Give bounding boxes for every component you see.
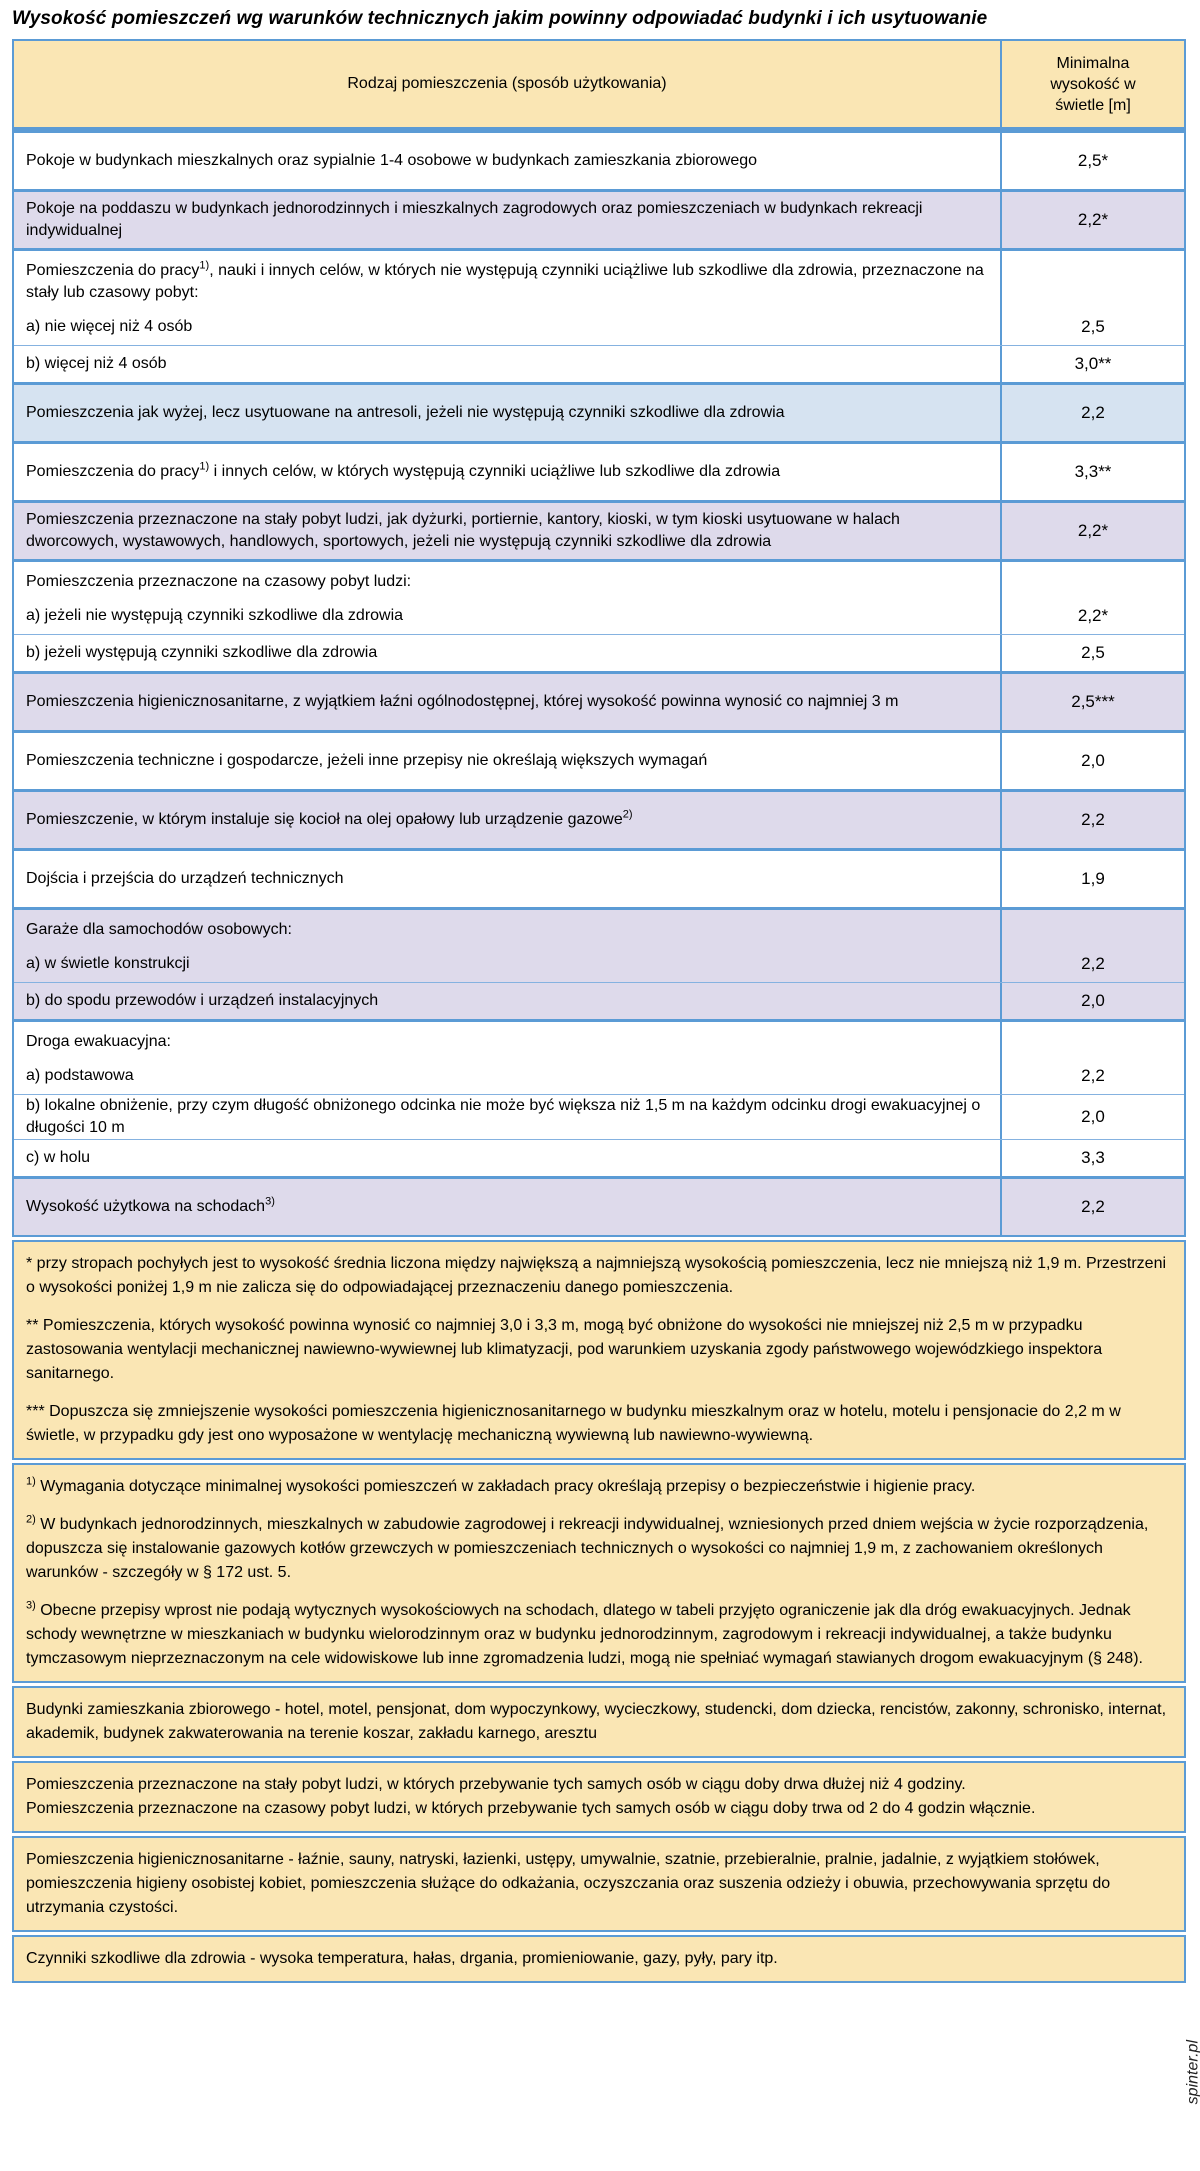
room-type-cell: Pomieszczenia techniczne i gospodarcze, …: [26, 752, 708, 769]
min-height-cell: 2,2: [1000, 385, 1184, 441]
table-row: a) jeżeli nie występują czynniki szkodli…: [14, 598, 1184, 634]
footnote-asterisk-1: * przy stropach pochyłych jest to wysoko…: [26, 1255, 1167, 1296]
table-row: Droga ewakuacyjna:: [14, 1019, 1184, 1058]
room-type-cell: Pomieszczenia do pracy1) i innych celów,…: [26, 460, 781, 480]
room-type-cell: Pomieszczenia przeznaczone na czasowy po…: [26, 573, 412, 590]
room-type-cell: Droga ewakuacyjna:: [26, 1033, 171, 1050]
min-height-cell: 2,2*: [1000, 503, 1184, 559]
room-type-cell: Pomieszczenia przeznaczone na stały poby…: [26, 511, 900, 550]
definition-harmful-factors: Czynniki szkodliwe dla zdrowia - wysoka …: [12, 1935, 1186, 1983]
table-row: Pokoje w budynkach mieszkalnych oraz syp…: [14, 133, 1184, 189]
footnote-box-numbered: 1) Wymagania dotyczące minimalnej wysoko…: [12, 1463, 1186, 1683]
table-row: Pomieszczenia przeznaczone na czasowy po…: [14, 559, 1184, 598]
footnote-3: 3) Obecne przepisy wprost nie podają wyt…: [26, 1599, 1143, 1667]
room-type-cell: a) jeżeli nie występują czynniki szkodli…: [26, 607, 404, 624]
table-row: Pomieszczenia do pracy1) i innych celów,…: [14, 441, 1184, 500]
min-height-cell: 2,2: [1000, 946, 1184, 982]
table-row: Pokoje na poddaszu w budynkach jednorodz…: [14, 189, 1184, 248]
table-row: c) w holu 3,3: [14, 1139, 1184, 1176]
min-height-cell: 3,3**: [1000, 444, 1184, 500]
min-height-cell: 2,5*: [1000, 133, 1184, 189]
table-row: Pomieszczenia przeznaczone na stały poby…: [14, 500, 1184, 559]
table-row: Wysokość użytkowa na schodach3) 2,2: [14, 1176, 1184, 1235]
min-height-cell: [1000, 910, 1184, 946]
table-row: b) więcej niż 4 osób 3,0**: [14, 345, 1184, 382]
min-height-cell: 1,9: [1000, 851, 1184, 907]
room-type-cell: Garaże dla samochodów osobowych:: [26, 921, 292, 938]
table-row: b) do spodu przewodów i urządzeń instala…: [14, 982, 1184, 1019]
definition-stay-types: Pomieszczenia przeznaczone na stały poby…: [12, 1761, 1186, 1833]
min-height-cell: 3,0**: [1000, 346, 1184, 382]
footnote-asterisk-2: ** Pomieszczenia, których wysokość powin…: [26, 1317, 1103, 1382]
room-type-cell: Pokoje na poddaszu w budynkach jednorodz…: [26, 200, 923, 239]
table-row: a) podstawowa 2,2: [14, 1058, 1184, 1094]
table-row: Garaże dla samochodów osobowych:: [14, 907, 1184, 946]
min-height-cell: 2,2*: [1000, 192, 1184, 248]
min-height-cell: 3,3: [1000, 1140, 1184, 1176]
footnote-2: 2) W budynkach jednorodzinnych, mieszkal…: [26, 1513, 1149, 1581]
min-height-cell: 2,5: [1000, 309, 1184, 345]
table-header-row: Rodzaj pomieszczenia (sposób użytkowania…: [14, 41, 1184, 133]
room-type-cell: b) więcej niż 4 osób: [26, 355, 167, 372]
table-row: Pomieszczenia jak wyżej, lecz usytuowane…: [14, 382, 1184, 441]
room-type-cell: c) w holu: [26, 1149, 91, 1166]
definition-sanitary-rooms: Pomieszczenia higienicznosanitarne - łaź…: [12, 1836, 1186, 1932]
main-table: Rodzaj pomieszczenia (sposób użytkowania…: [12, 39, 1186, 1237]
min-height-cell: 2,5***: [1000, 674, 1184, 730]
definition-collective-buildings: Budynki zamieszkania zbiorowego - hotel,…: [12, 1686, 1186, 1758]
table-row: b) jeżeli występują czynniki szkodliwe d…: [14, 634, 1184, 671]
min-height-cell: 2,5: [1000, 635, 1184, 671]
min-height-cell: [1000, 562, 1184, 598]
room-type-cell: Pomieszczenia jak wyżej, lecz usytuowane…: [26, 404, 785, 421]
min-height-cell: 2,2: [1000, 792, 1184, 848]
footnote-box-asterisks: * przy stropach pochyłych jest to wysoko…: [12, 1240, 1186, 1460]
room-type-cell: b) lokalne obniżenie, przy czym długość …: [26, 1097, 981, 1136]
page-title: Wysokość pomieszczeń wg warunków technic…: [12, 8, 988, 29]
room-type-cell: Pomieszczenie, w którym instaluje się ko…: [26, 808, 633, 828]
room-type-cell: b) jeżeli występują czynniki szkodliwe d…: [26, 644, 378, 661]
room-type-cell: a) podstawowa: [26, 1067, 134, 1084]
room-type-cell: Pomieszczenia higienicznosanitarne, z wy…: [26, 693, 899, 710]
header-room-type: Rodzaj pomieszczenia (sposób użytkowania…: [347, 75, 667, 92]
page: Wysokość pomieszczeń wg warunków technic…: [12, 8, 1186, 1983]
table-row: Pomieszczenia do pracy1), nauki i innych…: [14, 248, 1184, 309]
table-row: a) nie więcej niż 4 osób 2,5: [14, 309, 1184, 345]
table-row: Pomieszczenie, w którym instaluje się ko…: [14, 789, 1184, 848]
min-height-cell: [1000, 251, 1184, 309]
table-row: Pomieszczenia higienicznosanitarne, z wy…: [14, 671, 1184, 730]
room-type-cell: Dojścia i przejścia do urządzeń technicz…: [26, 870, 344, 887]
room-type-cell: Pokoje w budynkach mieszkalnych oraz syp…: [26, 152, 758, 169]
header-min-height: Minimalna wysokość w świetle [m]: [1000, 41, 1184, 127]
watermark-spinter: spinter.pl: [1184, 2040, 1200, 2105]
room-type-cell: b) do spodu przewodów i urządzeń instala…: [26, 992, 379, 1009]
min-height-cell: 2,0: [1000, 733, 1184, 789]
room-type-cell: a) w świetle konstrukcji: [26, 955, 190, 972]
min-height-cell: 2,2*: [1000, 598, 1184, 634]
table-row: b) lokalne obniżenie, przy czym długość …: [14, 1094, 1184, 1139]
min-height-cell: [1000, 1022, 1184, 1058]
table-row: a) w świetle konstrukcji 2,2: [14, 946, 1184, 982]
room-type-cell: Pomieszczenia do pracy1), nauki i innych…: [26, 259, 984, 301]
room-type-cell: Wysokość użytkowa na schodach3): [26, 1195, 275, 1215]
min-height-cell: 2,2: [1000, 1058, 1184, 1094]
min-height-cell: 2,0: [1000, 1095, 1184, 1139]
footnote-asterisk-3: *** Dopuszcza się zmniejszenie wysokości…: [26, 1403, 1121, 1444]
table-row: Pomieszczenia techniczne i gospodarcze, …: [14, 730, 1184, 789]
room-type-cell: a) nie więcej niż 4 osób: [26, 318, 193, 335]
footnote-1: 1) Wymagania dotyczące minimalnej wysoko…: [26, 1475, 976, 1495]
table-row: Dojścia i przejścia do urządzeń technicz…: [14, 848, 1184, 907]
min-height-cell: 2,2: [1000, 1179, 1184, 1235]
min-height-cell: 2,0: [1000, 983, 1184, 1019]
